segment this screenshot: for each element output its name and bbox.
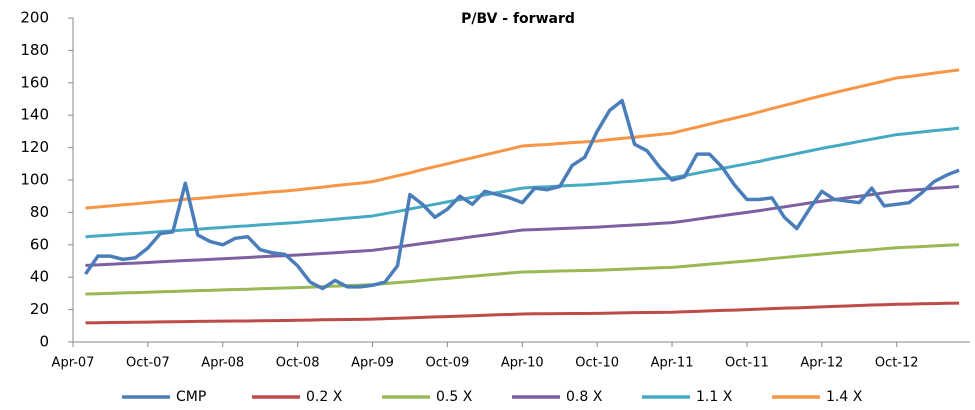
- x-tick-label: Oct-09: [426, 356, 470, 371]
- legend-label: 0.5 X: [436, 389, 473, 405]
- legend-label: 0.2 X: [306, 389, 343, 405]
- x-tick-label: Apr-08: [201, 356, 244, 371]
- x-tick-label: Oct-12: [875, 356, 919, 371]
- x-tick-label: Oct-10: [575, 356, 619, 371]
- x-tick-label: Oct-08: [276, 356, 320, 371]
- y-tick-label: 100: [20, 171, 49, 189]
- legend-label: 0.8 X: [566, 389, 603, 405]
- x-tick-label: Apr-10: [501, 356, 544, 371]
- y-tick-label: 180: [20, 41, 49, 59]
- x-tick-label: Apr-09: [351, 356, 394, 371]
- y-tick-label: 140: [20, 106, 49, 124]
- y-tick-label: 200: [20, 9, 49, 27]
- y-tick-label: 0: [39, 333, 49, 351]
- series-line: [84, 98, 960, 291]
- x-tick-label: Apr-11: [651, 356, 694, 371]
- y-tick-label: 160: [20, 73, 49, 91]
- legend-label: 1.1 X: [696, 389, 733, 405]
- y-tick-label: 40: [30, 268, 49, 286]
- y-tick-label: 60: [30, 235, 49, 253]
- legend-label: CMP: [176, 389, 206, 405]
- x-tick-label: Oct-11: [725, 356, 769, 371]
- x-tick-label: Apr-12: [800, 356, 843, 371]
- y-tick-label: 20: [30, 300, 49, 318]
- y-tick-label: 120: [20, 138, 49, 156]
- x-tick-label: Apr-07: [52, 356, 95, 371]
- series-line: [85, 243, 960, 296]
- series-line: [85, 301, 960, 325]
- series-line: [85, 126, 960, 239]
- x-tick-label: Oct-07: [126, 356, 170, 371]
- series-line: [85, 68, 960, 210]
- legend-label: 1.4 X: [826, 389, 863, 405]
- y-tick-label: 80: [30, 203, 49, 221]
- chart-title: P/BV - forward: [461, 11, 575, 27]
